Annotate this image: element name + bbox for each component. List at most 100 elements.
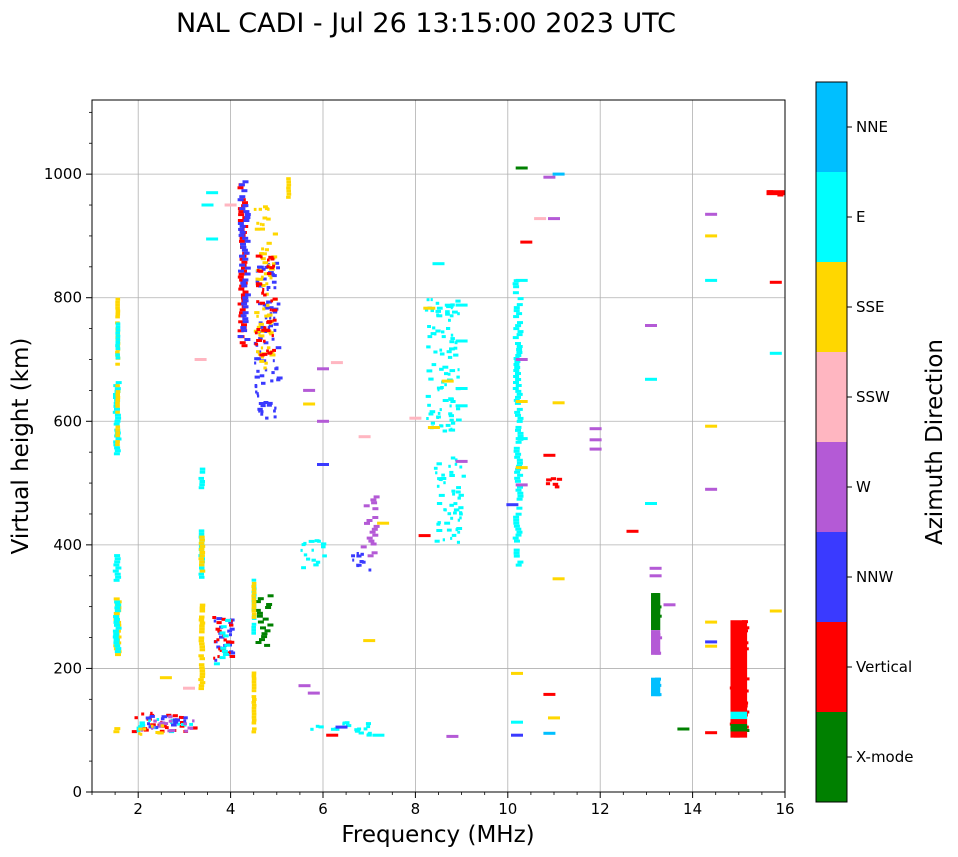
echo-w-point — [366, 519, 373, 522]
echo-e-point — [115, 566, 122, 570]
echo-vertical-point — [270, 257, 275, 261]
echo-e-point — [198, 529, 205, 533]
echo-w-point — [367, 554, 374, 558]
echo-sse-point — [199, 675, 206, 679]
echo-e-point — [113, 422, 120, 426]
echo-e-point — [453, 353, 459, 357]
echo-sse-point — [259, 222, 262, 226]
echo-w-tick — [589, 447, 602, 451]
echo-nnw-tick — [506, 503, 519, 507]
colorbar-label-nne: NNE — [856, 118, 888, 136]
echo-e-point — [115, 341, 121, 344]
echo-e-point — [344, 721, 350, 725]
echo-vertical-point — [217, 655, 220, 659]
echo-sse-point — [199, 569, 206, 573]
echo-e-point — [516, 461, 523, 465]
echo-w-point — [371, 501, 378, 505]
echo-sse-point — [286, 195, 291, 199]
echo-e-point — [450, 333, 454, 337]
echo-e-point — [198, 476, 204, 480]
colorbar-label-vertical: Vertical — [856, 658, 912, 676]
echo-sse-point — [150, 724, 154, 728]
echo-vertical-point — [226, 640, 232, 644]
echo-x-mode-block — [730, 724, 748, 732]
echo-sse-point — [251, 718, 257, 722]
echo-vertical-point — [239, 239, 245, 243]
echo-e-point — [222, 653, 229, 656]
echo-e-point — [448, 464, 451, 468]
echo-e-point — [515, 428, 521, 432]
echo-nnw-point — [266, 288, 269, 291]
echo-sse-point — [199, 560, 205, 564]
echo-e-point — [115, 575, 122, 579]
echo-vertical-point — [550, 477, 556, 481]
echo-nnw-point — [266, 403, 272, 407]
echo-e-point — [114, 623, 120, 627]
y-tick-label: 200 — [53, 659, 82, 677]
echo-e-point — [456, 418, 462, 422]
echo-e-point — [442, 538, 445, 542]
echo-vertical-point — [237, 186, 244, 190]
echo-e-point — [342, 722, 345, 726]
echo-nnw-point — [149, 714, 155, 718]
echo-e-point — [345, 723, 349, 727]
echo-nnw-point — [255, 390, 258, 394]
echo-e-point — [115, 322, 121, 326]
echo-sse-point — [261, 247, 264, 251]
echo-w-point — [158, 724, 163, 728]
echo-w-point — [153, 719, 157, 723]
echo-sse-point — [199, 645, 205, 649]
echo-vertical-tick — [626, 529, 639, 533]
echo-sse-point — [252, 698, 257, 701]
echo-sse-tick — [769, 609, 782, 613]
echo-nnw-point — [258, 336, 263, 340]
echo-nnw-point — [264, 368, 268, 372]
echo-e-point — [445, 312, 450, 316]
echo-e-point — [515, 378, 522, 381]
echo-e-point — [513, 363, 520, 366]
echo-nnw-point — [273, 409, 276, 413]
echo-sse-point — [260, 355, 264, 359]
echo-e-point — [439, 424, 443, 428]
echo-e-point — [115, 626, 122, 630]
colorbar-label-ssw: SSW — [856, 388, 890, 406]
echo-vertical-point — [255, 254, 262, 258]
echo-e-point — [516, 506, 523, 510]
echo-w-point — [169, 729, 176, 732]
echo-vertical-block — [730, 620, 748, 738]
echo-vertical-point — [239, 308, 246, 312]
echo-e-point — [450, 303, 455, 307]
echo-nnw-point — [239, 224, 246, 228]
echo-vertical-point — [238, 320, 245, 324]
echo-nnw-point — [274, 367, 279, 371]
echo-sse-point — [198, 541, 205, 545]
echo-vertical-point — [545, 482, 551, 486]
echo-sse-point — [251, 680, 257, 684]
echo-vertical-point — [256, 339, 262, 342]
echo-nnw-point — [173, 720, 179, 724]
y-tick-label: 1000 — [44, 165, 82, 183]
echo-e-point — [115, 344, 120, 348]
echo-nnw-point — [261, 381, 266, 385]
echo-ssw-tick — [183, 686, 195, 690]
echo-e-point — [310, 727, 314, 731]
echo-e-point — [457, 496, 461, 500]
echo-w-tick — [446, 734, 459, 738]
echo-e-point — [516, 530, 523, 534]
echo-e-point — [426, 298, 430, 302]
echo-w-point — [366, 536, 373, 540]
echo-e-point — [449, 340, 455, 344]
echo-e-point — [428, 377, 434, 381]
echo-e-point — [198, 572, 204, 576]
echo-e-point — [436, 484, 440, 488]
echo-e-point — [112, 569, 119, 573]
echo-x-mode-point — [259, 638, 265, 642]
echo-x-mode-point — [266, 603, 273, 606]
echo-w-point — [372, 516, 379, 519]
echo-sse-point — [251, 712, 257, 716]
echo-e-point — [452, 310, 458, 314]
colorbar-swatch-e — [816, 172, 847, 262]
echo-sse-point — [198, 557, 204, 561]
echo-vertical-point — [221, 617, 226, 621]
echo-nnw-point — [262, 303, 269, 307]
